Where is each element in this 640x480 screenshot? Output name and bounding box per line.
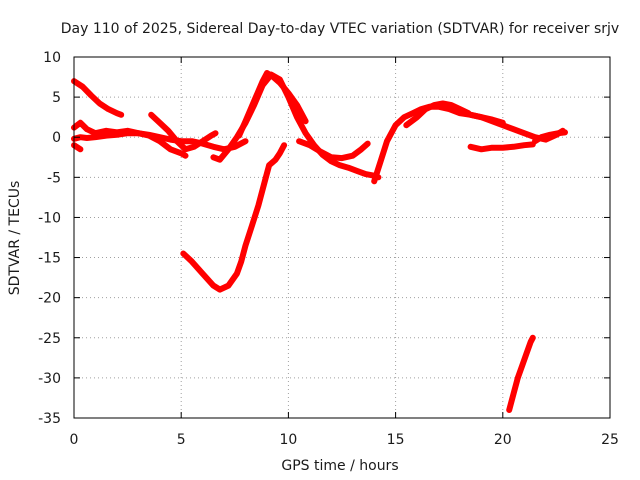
y-tick-labels: -35 -30 -25 -20 -15 -10 -5 0 5 10	[38, 50, 61, 427]
plot-frame	[73, 56, 611, 419]
y-tick-label: 10	[43, 50, 61, 66]
chart-title: Day 110 of 2025, Sidereal Day-to-day VTE…	[61, 21, 619, 37]
y-tick-label: -25	[38, 331, 61, 347]
satellite-track-11	[403, 100, 472, 129]
y-tick-label: 0	[52, 130, 61, 146]
axis-ticks	[73, 56, 611, 419]
data-traces	[71, 70, 568, 413]
satellite-track-1	[71, 78, 125, 118]
satellite-track-15	[506, 334, 536, 413]
satellite-track-9	[180, 142, 288, 293]
x-tick-label: 10	[279, 432, 297, 448]
y-tick-label: -10	[38, 210, 61, 226]
satellite-track-14	[532, 129, 568, 145]
satellite-track-5	[148, 111, 219, 153]
x-axis-label: GPS time / hours	[281, 458, 398, 474]
satellite-track-3	[71, 130, 249, 153]
y-tick-label: -30	[38, 371, 61, 387]
x-tick-label: 0	[70, 432, 79, 448]
grid-layer	[74, 57, 610, 418]
satellite-track-13	[467, 141, 536, 153]
satellite-track-7	[236, 70, 309, 139]
x-tick-label: 20	[494, 432, 512, 448]
satellite-track-8	[296, 138, 371, 162]
y-tick-label: -20	[38, 291, 61, 307]
y-tick-label: -5	[47, 170, 61, 186]
satellite-track-4	[71, 142, 84, 153]
x-tick-label: 15	[387, 432, 405, 448]
y-tick-label: -35	[38, 411, 61, 427]
y-tick-label: 5	[52, 90, 61, 106]
x-tick-labels: 0 5 10 15 20 25	[70, 432, 619, 448]
x-tick-label: 5	[177, 432, 186, 448]
y-axis-label: SDTVAR / TECUs	[7, 181, 23, 296]
x-tick-label: 25	[601, 432, 619, 448]
y-tick-label: -15	[38, 251, 61, 267]
